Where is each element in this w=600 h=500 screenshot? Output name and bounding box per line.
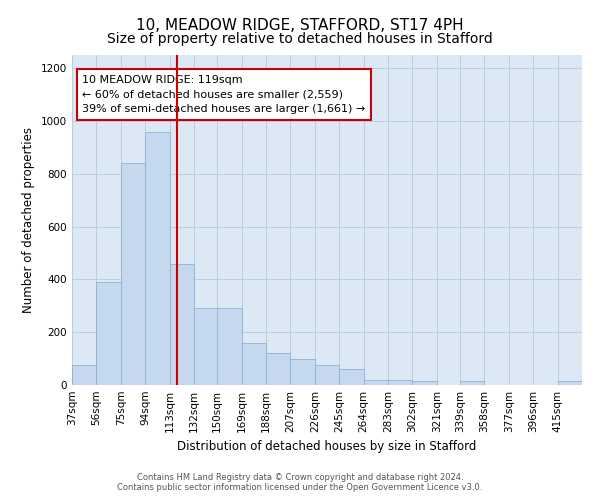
Bar	[315, 365, 339, 385]
Bar	[557, 381, 582, 385]
Bar	[121, 163, 145, 385]
Bar	[72, 365, 97, 385]
Bar	[266, 354, 290, 385]
Text: Size of property relative to detached houses in Stafford: Size of property relative to detached ho…	[107, 32, 493, 46]
Bar	[364, 380, 388, 385]
Bar	[290, 358, 315, 385]
Y-axis label: Number of detached properties: Number of detached properties	[22, 127, 35, 313]
Bar	[460, 381, 484, 385]
Bar	[145, 132, 170, 385]
Bar	[412, 381, 437, 385]
X-axis label: Distribution of detached houses by size in Stafford: Distribution of detached houses by size …	[178, 440, 476, 454]
Text: 10, MEADOW RIDGE, STAFFORD, ST17 4PH: 10, MEADOW RIDGE, STAFFORD, ST17 4PH	[136, 18, 464, 32]
Bar	[217, 308, 242, 385]
Text: Contains HM Land Registry data © Crown copyright and database right 2024.
Contai: Contains HM Land Registry data © Crown c…	[118, 473, 482, 492]
Bar	[242, 343, 266, 385]
Bar	[339, 369, 364, 385]
Bar	[97, 282, 121, 385]
Bar	[388, 380, 412, 385]
Bar	[170, 264, 194, 385]
Bar	[194, 308, 218, 385]
Text: 10 MEADOW RIDGE: 119sqm
← 60% of detached houses are smaller (2,559)
39% of semi: 10 MEADOW RIDGE: 119sqm ← 60% of detache…	[82, 75, 365, 114]
